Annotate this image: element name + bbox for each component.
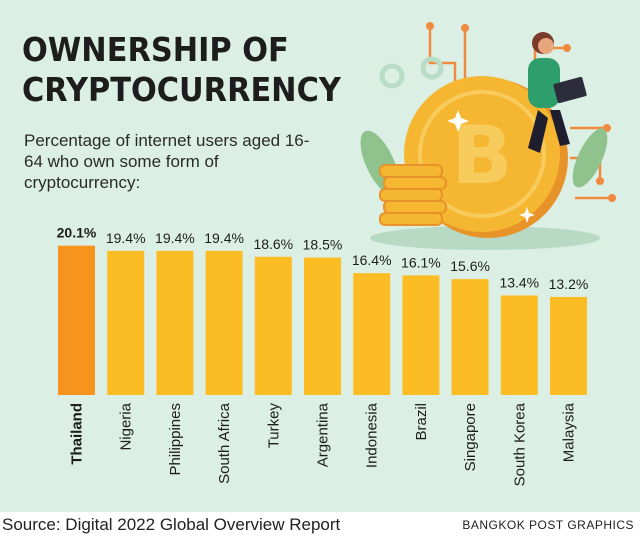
value-label: 16.4%	[352, 252, 392, 268]
chart-title: OWNERSHIP OF CRYPTOCURRENCY	[22, 30, 341, 109]
bar-singapore	[451, 279, 489, 395]
value-label: 13.2%	[549, 276, 589, 292]
value-label: 15.6%	[450, 258, 490, 274]
category-label: Philippines	[167, 403, 184, 476]
value-label: 19.4%	[106, 230, 146, 246]
footer-bar	[0, 512, 640, 537]
value-label: 16.1%	[401, 254, 441, 270]
graphics-credit: BANGKOK POST GRAPHICS	[462, 518, 634, 532]
bar-nigeria	[107, 250, 145, 395]
category-label: Nigeria	[118, 402, 135, 450]
category-label: Turkey	[265, 403, 282, 449]
bar-thailand	[58, 245, 95, 395]
category-label: Singapore	[462, 403, 479, 471]
category-label: Indonesia	[364, 402, 381, 468]
bar-south-africa	[205, 250, 243, 395]
bar-brazil	[402, 275, 440, 395]
value-label: 19.4%	[155, 230, 195, 246]
bar-chart: 20.1% Thailand 19.4% Nigeria 19.4% Philippine…	[57, 225, 589, 487]
category-label: Malaysia	[561, 402, 578, 462]
source-note: Source: Digital 2022 Global Overview Rep…	[2, 515, 341, 534]
category-label: Thailand	[69, 403, 86, 465]
bitcoin-illustration-icon: B	[360, 22, 616, 250]
value-label: 18.5%	[303, 237, 343, 253]
value-label: 20.1%	[57, 225, 97, 241]
bar-philippines	[156, 250, 194, 395]
bar-indonesia	[353, 273, 391, 395]
value-label: 13.4%	[499, 274, 539, 290]
category-label: Argentina	[315, 402, 332, 467]
chart-subtitle: Percentage of internet users aged 16-64 …	[24, 131, 310, 192]
value-label: 19.4%	[204, 230, 244, 246]
bar-argentina	[304, 257, 341, 395]
bar-south-korea	[500, 295, 538, 395]
category-label: South Africa	[216, 402, 233, 484]
value-label: 18.6%	[253, 236, 293, 252]
category-label: South Korea	[511, 402, 528, 486]
category-label: Brazil	[413, 403, 430, 441]
bar-turkey	[254, 256, 292, 395]
bar-malaysia	[550, 296, 587, 395]
svg-text:B: B	[452, 109, 513, 202]
